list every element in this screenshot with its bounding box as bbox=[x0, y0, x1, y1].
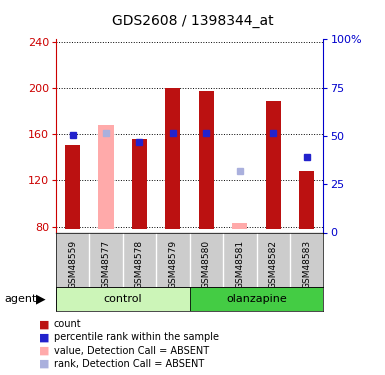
Text: GSM48577: GSM48577 bbox=[102, 240, 110, 289]
Text: ▶: ▶ bbox=[35, 293, 45, 306]
Bar bbox=[232, 223, 247, 229]
Bar bbox=[189, 287, 323, 310]
Text: rank, Detection Call = ABSENT: rank, Detection Call = ABSENT bbox=[54, 359, 204, 369]
Text: percentile rank within the sample: percentile rank within the sample bbox=[54, 333, 219, 342]
Bar bbox=[65, 145, 80, 229]
Text: olanzapine: olanzapine bbox=[226, 294, 287, 304]
Text: count: count bbox=[54, 320, 82, 329]
Text: value, Detection Call = ABSENT: value, Detection Call = ABSENT bbox=[54, 346, 209, 355]
Bar bbox=[99, 125, 114, 229]
Text: ■: ■ bbox=[39, 320, 50, 329]
Bar bbox=[199, 92, 214, 229]
Text: GDS2608 / 1398344_at: GDS2608 / 1398344_at bbox=[112, 13, 273, 28]
Text: agent: agent bbox=[5, 294, 37, 304]
Text: ■: ■ bbox=[39, 346, 50, 355]
Text: ■: ■ bbox=[39, 359, 50, 369]
Text: GSM48579: GSM48579 bbox=[168, 240, 177, 289]
Text: control: control bbox=[104, 294, 142, 304]
Bar bbox=[132, 139, 147, 229]
Text: GSM48581: GSM48581 bbox=[235, 240, 244, 289]
Text: GSM48583: GSM48583 bbox=[302, 240, 311, 289]
Text: GSM48582: GSM48582 bbox=[269, 240, 278, 289]
Text: GSM48578: GSM48578 bbox=[135, 240, 144, 289]
Bar bbox=[166, 88, 181, 229]
Text: GSM48580: GSM48580 bbox=[202, 240, 211, 289]
Bar bbox=[56, 287, 189, 310]
Text: GSM48559: GSM48559 bbox=[68, 240, 77, 289]
Bar bbox=[299, 171, 314, 229]
Bar bbox=[266, 100, 281, 229]
Text: ■: ■ bbox=[39, 333, 50, 342]
